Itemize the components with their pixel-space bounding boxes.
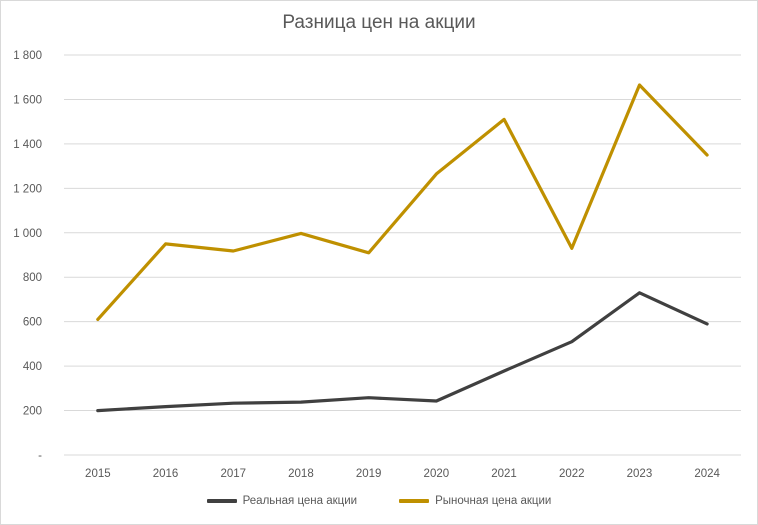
y-axis-ticks: - 200 400 600 800 1 000 1 200 1 400 1 600 1 800 xyxy=(13,50,42,462)
x-tick-label: 2019 xyxy=(356,468,382,480)
y-tick-label: - xyxy=(38,450,42,462)
legend-item-market-price[interactable]: Рыночная цена акции xyxy=(399,495,551,507)
x-tick-label: 2018 xyxy=(288,468,314,480)
y-tick-label: 400 xyxy=(23,361,42,373)
y-tick-label: 1 800 xyxy=(13,50,42,62)
gridlines xyxy=(64,54,741,456)
y-tick-label: 200 xyxy=(23,406,42,418)
x-tick-label: 2016 xyxy=(153,468,179,480)
y-tick-label: 800 xyxy=(23,272,42,284)
x-axis-ticks: 2015 2016 2017 2018 2019 2020 2021 2022 2023 2024 xyxy=(85,468,720,480)
legend-label: Рыночная цена акции xyxy=(435,495,552,507)
y-tick-label: 1 200 xyxy=(13,183,42,195)
x-tick-label: 2017 xyxy=(220,468,246,480)
legend: Реальная цена акции Рыночная цена акции xyxy=(0,495,758,507)
x-tick-label: 2020 xyxy=(424,468,450,480)
series-real-price-line[interactable] xyxy=(96,291,709,413)
x-tick-label: 2022 xyxy=(559,468,585,480)
y-tick-label: 1 000 xyxy=(13,228,42,240)
x-tick-label: 2021 xyxy=(491,468,517,480)
x-tick-label: 2015 xyxy=(85,468,111,480)
x-tick-label: 2024 xyxy=(694,468,720,480)
x-tick-label: 2023 xyxy=(627,468,653,480)
y-tick-label: 1 400 xyxy=(13,139,42,151)
series-market-price-line[interactable] xyxy=(96,83,709,321)
legend-swatch-real-price-icon xyxy=(206,499,237,503)
series-lines xyxy=(96,83,709,413)
legend-label: Реальная цена акции xyxy=(242,495,358,507)
legend-item-real-price[interactable]: Реальная цена акции xyxy=(206,495,358,507)
y-tick-label: 1 600 xyxy=(13,94,42,106)
legend-swatch-market-price-icon xyxy=(399,499,430,503)
chart-title: Разница цен на акции xyxy=(282,12,476,33)
y-tick-label: 600 xyxy=(23,317,42,329)
